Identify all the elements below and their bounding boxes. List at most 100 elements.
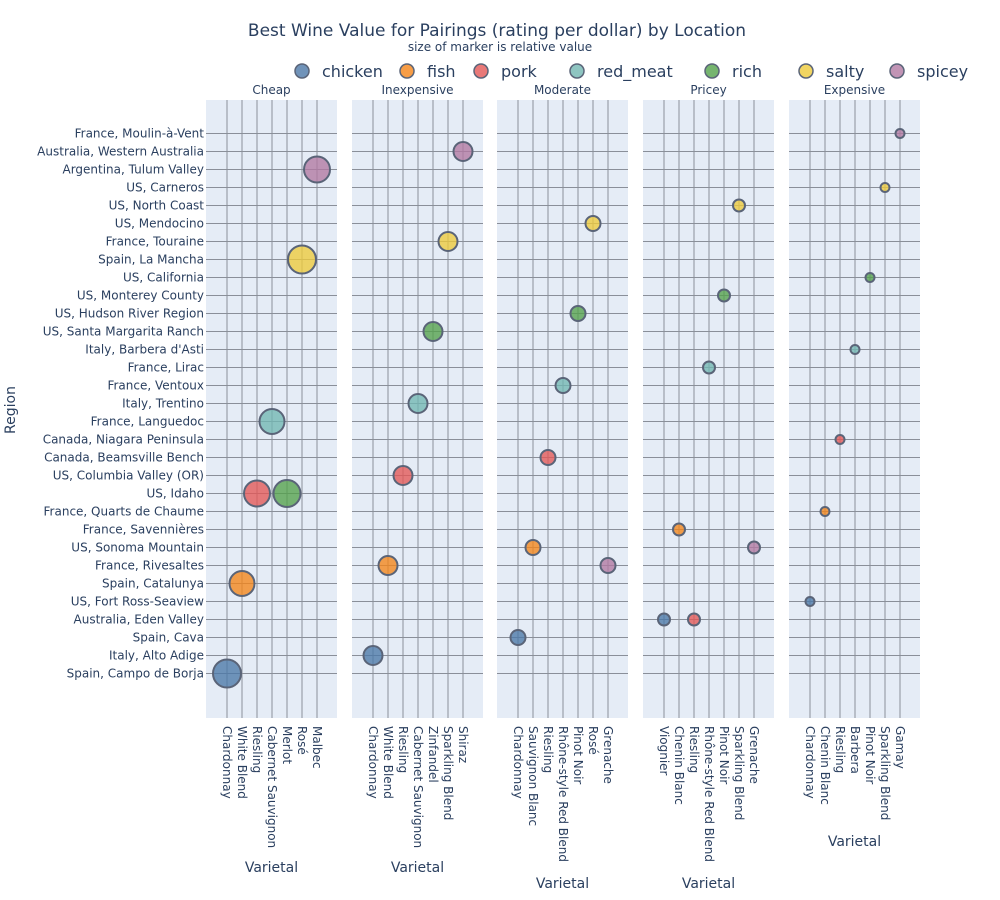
x-tick-label: Riesling — [250, 726, 264, 773]
data-point-fish[interactable] — [377, 555, 399, 576]
y-tick-label: US, Columbia Valley (OR) — [53, 469, 204, 483]
data-point-red-meat[interactable] — [554, 377, 572, 394]
data-point-fish[interactable] — [524, 539, 542, 556]
data-point-rich[interactable] — [422, 321, 444, 342]
x-tick-label: Pinot Noir — [571, 726, 585, 784]
data-point-pork[interactable] — [243, 479, 271, 508]
x-tick-label: Rhône-style Red Blend — [556, 726, 570, 862]
x-axis-title: Varietal — [391, 860, 444, 876]
x-tick-label: Sauvignon Blanc — [526, 726, 540, 826]
y-tick-label: US, Carneros — [126, 181, 204, 195]
y-tick-label: US, Fort Ross-Seaview — [71, 595, 204, 609]
y-tick-label: Canada, Niagara Peninsula — [43, 433, 204, 447]
data-point-pork[interactable] — [834, 434, 846, 445]
panel-inexpensive: Chardonnay White Blend Riesling Cabernet Sa… — [352, 83, 483, 876]
data-point-chicken[interactable] — [657, 612, 671, 627]
x-tick-label: Shiraz — [456, 726, 470, 763]
data-point-salty[interactable] — [287, 244, 317, 275]
x-axis-title: Varietal — [682, 876, 735, 892]
data-point-spicey[interactable] — [894, 128, 906, 139]
x-tick-label: Cabernet Sauvignon — [265, 726, 279, 848]
data-point-red-meat[interactable] — [702, 360, 716, 375]
x-axis-title: Varietal — [245, 860, 298, 876]
data-point-salty[interactable] — [584, 215, 602, 232]
data-point-spicey[interactable] — [452, 141, 474, 162]
data-point-chicken[interactable] — [804, 596, 816, 607]
x-tick-label: Rosé — [586, 726, 600, 755]
x-tick-label: Rosé — [295, 726, 309, 755]
y-tick-label: US, California — [123, 271, 204, 285]
data-point-red-meat[interactable] — [407, 393, 429, 414]
legend-marker-pork — [473, 63, 489, 79]
x-tick-label: Barbera — [848, 726, 862, 774]
x-tick-label: Chardonnay — [511, 726, 525, 799]
data-point-chicken[interactable] — [212, 658, 242, 689]
y-tick-label: France, Touraine — [106, 235, 204, 249]
y-tick-label: France, Quarts de Chaume — [44, 505, 204, 519]
x-tick-label: White Blend — [235, 726, 249, 799]
data-point-spicey[interactable] — [747, 540, 761, 555]
y-tick-label: US, Santa Margarita Ranch — [43, 325, 204, 339]
x-tick-label: Zinfandel — [426, 726, 440, 783]
data-point-chicken[interactable] — [362, 645, 384, 666]
panel-title: Moderate — [534, 83, 591, 97]
x-tick-label: Chardonnay — [220, 726, 234, 799]
panel-title: Cheap — [252, 83, 290, 97]
x-axis-title: Varietal — [536, 876, 589, 892]
x-tick-label: Rhône-style Red Blend — [702, 726, 716, 862]
x-tick-label: White Blend — [381, 726, 395, 799]
data-point-pork[interactable] — [687, 612, 701, 627]
x-tick-label: Chenin Blanc — [818, 726, 832, 805]
data-point-pork[interactable] — [539, 449, 557, 466]
x-tick-label: Merlot — [280, 726, 294, 764]
data-point-red-meat[interactable] — [258, 408, 286, 435]
data-point-spicey[interactable] — [303, 155, 331, 184]
legend-label-rich: rich — [732, 62, 762, 81]
panel-cheap: Chardonnay White Blend Riesling Cabernet Sa… — [206, 83, 337, 876]
x-tick-label: Sparkling Blend — [441, 726, 455, 820]
y-tick-label: Argentina, Tulum Valley — [62, 163, 204, 177]
data-point-fish[interactable] — [819, 506, 831, 517]
x-tick-label: Riesling — [396, 726, 410, 773]
x-tick-label: Chardonnay — [803, 726, 817, 799]
x-tick-label: Chardonnay — [366, 726, 380, 799]
data-point-rich[interactable] — [272, 479, 302, 508]
y-tick-label: US, Sonoma Mountain — [71, 541, 204, 555]
data-point-pork[interactable] — [392, 465, 414, 486]
legend-marker-chicken — [294, 63, 310, 79]
legend-label-salty: salty — [826, 62, 864, 81]
data-point-fish[interactable] — [672, 522, 686, 537]
x-tick-label: Malbec — [310, 726, 324, 769]
y-tick-label: Canada, Beamsville Bench — [44, 451, 204, 465]
chart-title: Best Wine Value for Pairings (rating per… — [248, 21, 746, 41]
panel-title: Expensive — [824, 83, 885, 97]
data-point-salty[interactable] — [437, 231, 459, 252]
y-tick-label: Spain, Catalunya — [102, 577, 204, 591]
y-tick-label: France, Rivesaltes — [95, 559, 204, 573]
chart-subtitle: size of marker is relative value — [408, 40, 592, 54]
data-point-rich[interactable] — [569, 305, 587, 322]
x-tick-label: Pinot Noir — [863, 726, 877, 784]
y-tick-label: Australia, Eden Valley — [74, 613, 205, 627]
y-tick-label: Spain, La Mancha — [98, 253, 204, 267]
data-point-fish[interactable] — [228, 570, 256, 597]
data-point-spicey[interactable] — [599, 557, 617, 574]
y-tick-label: US, Hudson River Region — [55, 307, 204, 321]
y-tick-label: Australia, Western Australia — [37, 145, 204, 159]
legend-marker-fish — [399, 63, 415, 79]
y-tick-label: US, North Coast — [109, 199, 205, 213]
data-point-salty[interactable] — [732, 198, 746, 213]
y-tick-label: Italy, Alto Adige — [109, 649, 204, 663]
data-point-salty[interactable] — [879, 182, 891, 193]
data-point-chicken[interactable] — [509, 629, 527, 646]
panel-moderate: Chardonnay Sauvignon Blanc Riesling Rhône-s… — [497, 83, 628, 892]
x-tick-label: Cabernet Sauvignon — [411, 726, 425, 848]
data-point-rich[interactable] — [864, 272, 876, 283]
legend-label-pork: pork — [501, 62, 538, 81]
data-point-rich[interactable] — [717, 288, 731, 303]
y-tick-label: Italy, Barbera d'Asti — [85, 343, 204, 357]
data-point-red-meat[interactable] — [849, 344, 861, 355]
x-tick-label: Sparkling Blend — [732, 726, 746, 820]
x-tick-label: Riesling — [541, 726, 555, 773]
